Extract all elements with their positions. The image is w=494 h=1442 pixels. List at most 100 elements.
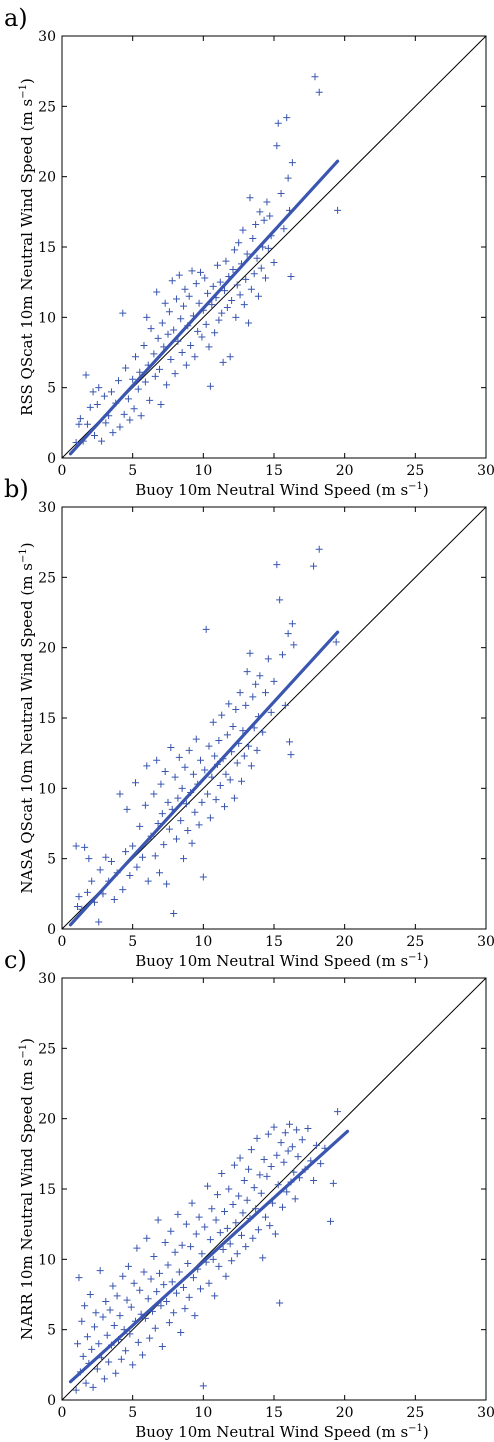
- data-point: [246, 194, 254, 202]
- data-point: [110, 895, 118, 903]
- data-point: [153, 756, 161, 764]
- data-point: [76, 415, 84, 423]
- data-point: [225, 1185, 233, 1193]
- panel-b: b) 0 5 10 15 20 25 30 0 5 10 15 20 25 30 Buoy 10m Neutr…: [4, 475, 494, 970]
- data-point: [81, 1302, 89, 1310]
- data-point: [262, 274, 270, 282]
- data-point: [109, 429, 117, 437]
- data-point: [150, 1253, 158, 1261]
- data-point: [96, 866, 104, 874]
- data-point: [167, 356, 175, 364]
- data-point: [204, 289, 212, 297]
- data-point: [83, 888, 91, 896]
- data-point: [188, 839, 196, 847]
- data-point: [174, 337, 182, 345]
- data-point: [165, 308, 173, 316]
- y-tick-label: 20: [38, 170, 56, 186]
- data-point: [312, 1141, 320, 1149]
- data-point: [150, 790, 158, 798]
- plot-area: [62, 978, 486, 1400]
- x-tick-label: 5: [128, 934, 137, 950]
- data-point: [133, 863, 141, 871]
- data-point: [150, 350, 158, 358]
- data-point: [247, 1146, 255, 1154]
- y-tick-label: 15: [38, 240, 56, 256]
- data-point: [92, 1309, 100, 1317]
- data-point: [236, 689, 244, 697]
- y-axis-label: RSS QScat 10m Neutral Wind Speed (m s−1): [18, 78, 36, 416]
- data-point: [315, 545, 323, 553]
- data-point: [115, 377, 123, 385]
- y-tick-label: 20: [38, 641, 56, 657]
- data-point: [219, 358, 227, 366]
- data-point: [158, 319, 166, 327]
- data-point: [202, 625, 210, 633]
- data-point: [129, 1361, 137, 1369]
- y-tick-label: 30: [38, 971, 56, 987]
- x-tick-label: 20: [336, 934, 354, 950]
- y-axis-label-close: ): [18, 1038, 36, 1044]
- data-point: [98, 437, 106, 445]
- data-point: [286, 738, 294, 746]
- data-point: [123, 1296, 131, 1304]
- data-point: [211, 329, 219, 337]
- data-point: [294, 1153, 302, 1161]
- data-point: [276, 1299, 284, 1307]
- data-point: [311, 73, 319, 81]
- data-point: [270, 258, 278, 266]
- data-point: [105, 1358, 113, 1366]
- data-point: [208, 773, 216, 781]
- data-point: [86, 1291, 94, 1298]
- data-point: [126, 872, 134, 880]
- x-tick-label: 25: [406, 463, 424, 479]
- data-point: [263, 1172, 271, 1180]
- data-point: [151, 1324, 159, 1332]
- data-point: [205, 343, 213, 351]
- y-tick-label: 15: [38, 711, 56, 727]
- data-point: [75, 420, 83, 428]
- data-point: [233, 281, 241, 289]
- data-point: [237, 777, 245, 785]
- data-point: [223, 731, 231, 739]
- data-point: [170, 910, 178, 918]
- data-point: [257, 1189, 265, 1197]
- y-tick-label: 30: [38, 29, 56, 45]
- data-point: [157, 1302, 165, 1310]
- data-point: [273, 561, 281, 569]
- data-point: [188, 1199, 196, 1207]
- data-point: [95, 1340, 103, 1348]
- data-point: [100, 392, 108, 400]
- data-point: [175, 753, 183, 761]
- data-point: [277, 190, 285, 198]
- data-point: [247, 285, 255, 293]
- data-point: [230, 794, 238, 802]
- y-tick-label: 30: [38, 500, 56, 516]
- data-point: [254, 292, 262, 300]
- data-point: [146, 1334, 154, 1342]
- plot-area: [62, 507, 486, 929]
- data-point: [205, 1279, 213, 1287]
- data-point: [75, 893, 83, 901]
- data-point: [250, 270, 258, 278]
- data-point: [103, 1331, 111, 1339]
- y-tick-label: 10: [38, 1252, 56, 1268]
- data-point: [116, 790, 124, 798]
- data-point: [131, 353, 139, 361]
- data-point: [158, 810, 166, 818]
- x-axis-label-exponent: −1: [408, 1423, 423, 1434]
- x-tick-label: 5: [128, 463, 137, 479]
- data-point: [184, 1260, 192, 1268]
- data-point: [164, 1261, 172, 1269]
- data-point: [288, 620, 296, 628]
- data-point: [83, 420, 91, 428]
- data-point: [199, 873, 207, 881]
- data-point: [264, 655, 272, 663]
- data-point: [274, 119, 282, 127]
- x-axis-label-text: Buoy 10m Neutral Wind Speed (m s: [135, 1423, 408, 1441]
- data-point: [222, 1272, 230, 1280]
- data-point: [95, 918, 103, 926]
- data-point: [163, 381, 171, 389]
- data-point: [116, 423, 124, 431]
- data-point: [161, 1238, 169, 1246]
- data-point: [222, 770, 230, 778]
